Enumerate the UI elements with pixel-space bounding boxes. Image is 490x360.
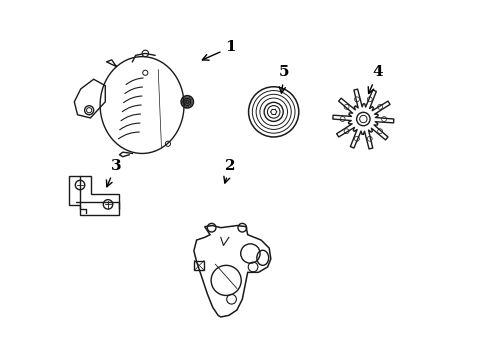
- Circle shape: [378, 129, 383, 134]
- Circle shape: [368, 97, 372, 102]
- Circle shape: [344, 129, 349, 134]
- Text: 4: 4: [368, 66, 383, 94]
- Text: 3: 3: [106, 159, 121, 187]
- Circle shape: [354, 97, 359, 102]
- Circle shape: [368, 136, 372, 141]
- Text: 1: 1: [202, 40, 236, 60]
- Circle shape: [382, 117, 387, 121]
- Circle shape: [378, 104, 383, 109]
- Circle shape: [354, 136, 359, 141]
- Bar: [195, 261, 204, 270]
- Text: 2: 2: [224, 159, 236, 183]
- Circle shape: [340, 117, 345, 121]
- Text: 5: 5: [279, 66, 290, 93]
- Circle shape: [344, 104, 349, 109]
